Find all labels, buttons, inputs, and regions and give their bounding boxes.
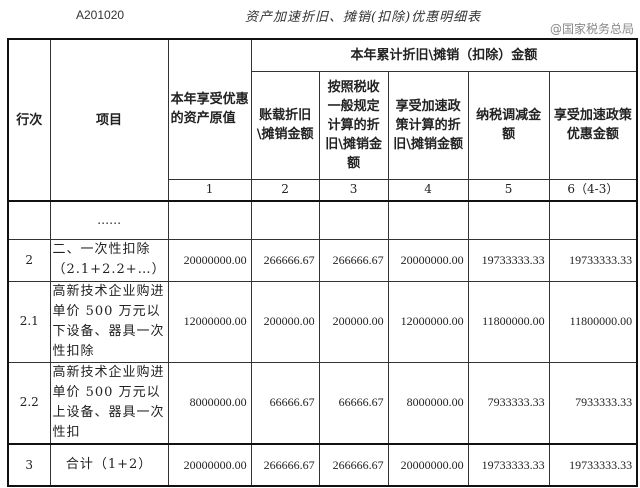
row-no: 2 [7, 238, 51, 282]
row-value: 66666.67 [318, 361, 389, 445]
col-number: 6（4-3） [548, 178, 638, 202]
row-value: 19733333.33 [548, 443, 638, 487]
col-number: 1 [167, 178, 252, 202]
header-group: 本年累计折旧\摊销（扣除）金额 [250, 38, 638, 72]
row-value: 20000000.00 [387, 443, 469, 487]
header-col-6: 享受加速政策优惠金额 [548, 70, 638, 180]
row-value: 266666.67 [250, 238, 320, 282]
header-col-3: 按照税收一般规定计算的折旧\摊销金额 [318, 70, 389, 180]
row-value: 19733333.33 [548, 238, 638, 282]
table-row: 2.1 高新技术企业购进单价 500 万元以下设备、器具一次性扣除 12000000… [7, 280, 638, 363]
row-value: 66666.67 [250, 361, 320, 445]
col-number: 2 [250, 178, 320, 202]
table-row: 2 二、一次性扣除（2.1+2.2+…） 20000000.00 266666.67 2… [7, 238, 638, 282]
row-value: 266666.67 [250, 443, 320, 487]
row-value: 200000.00 [250, 280, 320, 363]
row-value: 12000000.00 [387, 280, 469, 363]
detail-table: 行次 项目 本年享受优惠的资产原值 本年累计折旧\摊销（扣除）金额 账载折旧\摊… [7, 38, 639, 487]
row-value: 11800000.00 [548, 280, 638, 363]
row-value: 8000000.00 [167, 361, 252, 445]
row-value: 20000000.00 [387, 238, 469, 282]
row-item: 合计（1+2） [49, 443, 169, 487]
row-value: 12000000.00 [167, 280, 252, 363]
row-value: 19733333.33 [467, 443, 550, 487]
header-row-no: 行次 [7, 38, 51, 202]
col-number: 4 [387, 178, 469, 202]
row-value: 20000000.00 [167, 443, 252, 487]
row-value: 266666.67 [318, 443, 389, 487]
row-item: 高新技术企业购进单价 500 万元以下设备、器具一次性扣除 [49, 280, 169, 363]
row-no: 2.1 [7, 280, 51, 363]
row-value: 8000000.00 [387, 361, 469, 445]
form-code: A201020 [76, 8, 125, 22]
row-item: 高新技术企业购进单价 500 万元以上设备、器具一次性扣 [49, 361, 169, 445]
row-no: 2.2 [7, 361, 51, 445]
row-value: 7933333.33 [548, 361, 638, 445]
row-value: 200000.00 [318, 280, 389, 363]
col-number: 3 [318, 178, 389, 202]
watermark: @国家税务总局 [549, 22, 634, 36]
header-col-2: 账载折旧\摊销金额 [250, 70, 320, 180]
col-number: 5 [467, 178, 550, 202]
row-value: 266666.67 [318, 238, 389, 282]
row-no: 3 [7, 443, 51, 487]
row-value: 20000000.00 [167, 238, 252, 282]
ellipsis-row: …… [49, 200, 169, 240]
form-title: 资产加速折旧、摊销(扣除)优惠明细表 [245, 10, 482, 25]
row-item: 二、一次性扣除（2.1+2.2+…） [49, 238, 169, 282]
row-value: 11800000.00 [467, 280, 550, 363]
row-value: 19733333.33 [467, 238, 550, 282]
header-col-5: 纳税调减金额 [467, 70, 550, 180]
header-col-4: 享受加速政策计算的折旧\摊销金额 [387, 70, 469, 180]
header-item: 项目 [49, 38, 169, 202]
header-original-value: 本年享受优惠的资产原值 [167, 38, 252, 180]
table-row: 2.2 高新技术企业购进单价 500 万元以上设备、器具一次性扣 8000000.0… [7, 361, 638, 445]
table-row: 3 合计（1+2） 20000000.00 266666.67 266666.67 200… [7, 443, 638, 487]
row-value: 7933333.33 [467, 361, 550, 445]
